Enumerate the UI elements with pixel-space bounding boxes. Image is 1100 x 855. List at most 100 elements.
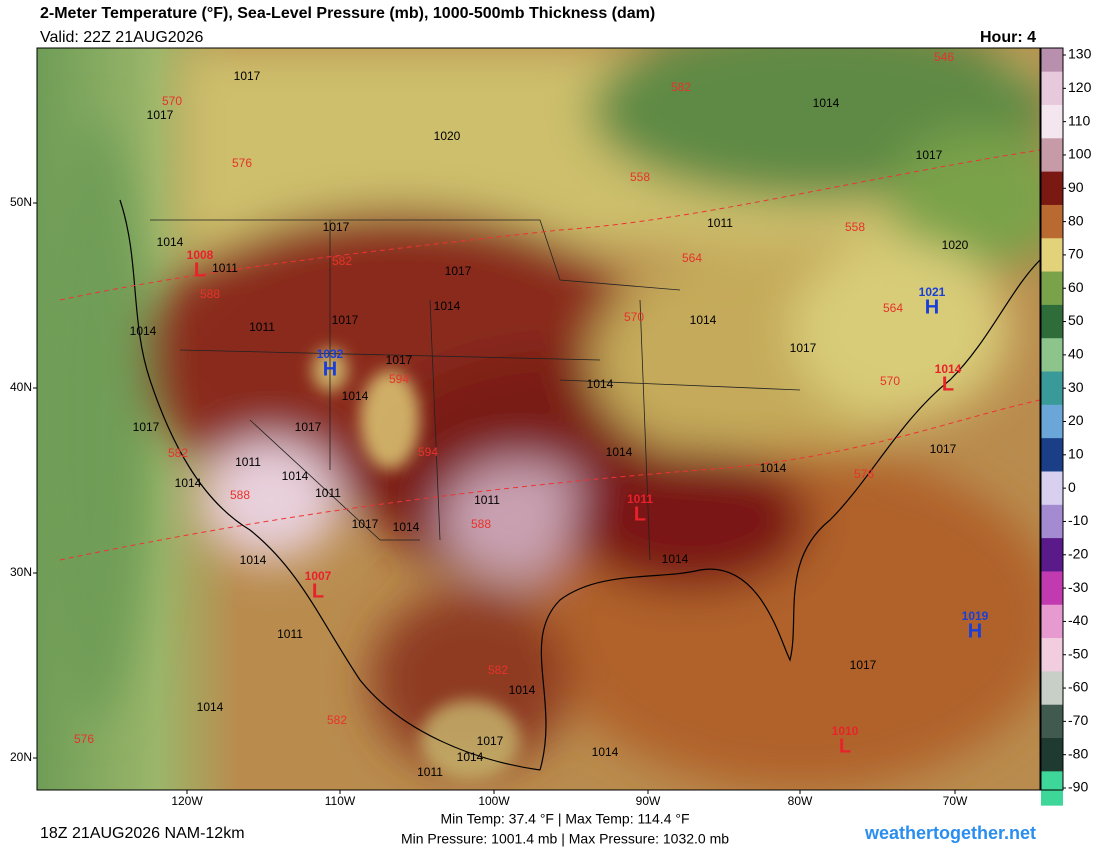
colorbar-label: 80 [1068,212,1084,228]
lat-label: 20N [10,750,32,764]
pressure-center-value: 1008 [187,248,214,262]
isobar-label: 1014 [434,299,461,313]
colorbar-label: 110 [1068,112,1091,128]
isobar-label: 1017 [295,420,322,434]
colorbar-swatch [1041,204,1063,240]
thickness-label: 582 [332,254,352,268]
colorbar-swatch [1041,338,1063,373]
colorbar-swatch [1041,538,1063,573]
colorbar-swatch [1041,571,1063,606]
colorbar-frame [1040,47,1064,791]
isobar-label: 1011 [277,627,303,641]
thickness-label: 582 [168,446,188,460]
colorbar-swatch [1041,271,1063,306]
lon-label: 70W [943,794,968,808]
lat-label: 50N [10,195,32,209]
colorbar-swatch [1041,171,1063,206]
pressure-center-value: 1032 [317,347,344,361]
lat-label: 40N [10,380,32,394]
isobar-label: 1011 [212,261,238,275]
lon-label: 80W [788,794,813,808]
isobar-label: 1014 [592,745,619,759]
thickness-label: 594 [418,445,438,459]
isobar-label: 1017 [332,313,359,327]
thickness-contour [59,149,1040,561]
pressure-center-symbol: L [942,373,954,395]
thickness-label: 576 [74,732,94,746]
colorbar-label: 30 [1068,379,1084,395]
colorbar-swatch [1041,404,1063,440]
forecast-hour: Hour: 4 [980,29,1036,46]
site-link[interactable]: weathertogether.net [864,823,1036,843]
colorbar-swatch [1041,71,1063,106]
colorbar-label: 60 [1068,279,1084,295]
thickness-label: 576 [232,156,252,170]
isobar-label: 1017 [386,353,413,367]
thickness-label: 558 [630,170,650,184]
thickness-label: 588 [200,287,220,301]
borders [150,219,801,561]
isobar-label: 1011 [235,455,261,469]
colorbar-label: -50 [1068,645,1088,661]
colorbar-label: 0 [1068,479,1076,495]
colorbar-label: -60 [1068,679,1088,695]
colorbar-swatch [1041,371,1063,406]
isobar-label: 1020 [942,238,969,252]
pressure-center-value: 1010 [832,724,859,738]
colorbar-label: 20 [1068,412,1084,428]
isobar-label: 1014 [130,324,157,338]
isobar-label: 1014 [240,553,267,567]
isobar-label: 1017 [352,517,379,531]
isobar-label: 1014 [662,552,689,566]
lon-label: 100W [478,794,510,808]
pressure-center-symbol: L [634,503,646,525]
thickness-label: 588 [230,488,250,502]
colorbar-label: -70 [1068,712,1088,728]
thickness-label: 558 [845,220,865,234]
pressure-center-value: 1011 [627,492,653,506]
temp-range: Min Temp: 37.4 °F | Max Temp: 114.4 °F [440,811,689,827]
map-frame [36,47,1041,791]
pressure-range: Min Pressure: 1001.4 mb | Max Pressure: … [401,831,729,847]
thickness-label: 570 [162,94,182,108]
isobar-label: 1014 [606,445,633,459]
thickness-label: 576 [854,467,874,481]
lon-label: 110W [325,794,356,808]
isobar-label: 1011 [249,320,275,334]
pressure-center-value: 1019 [962,609,989,623]
colorbar-label: 50 [1068,312,1084,328]
pressure-center-value: 1014 [935,362,962,376]
isobar-label: 1014 [587,377,614,391]
colorbar-swatch [1041,438,1063,473]
isobar-label: 1014 [342,389,369,403]
thickness-label: 564 [682,251,702,265]
pressure-center-symbol: L [194,259,206,281]
pressure-center-symbol: H [968,620,982,642]
colorbar-swatch [1041,104,1063,140]
colorbar-swatch [1041,738,1063,773]
thickness-label: 570 [880,374,900,388]
isobar-label: 1017 [234,69,261,83]
colorbar-label: -80 [1068,745,1088,761]
isobar-label: 1014 [760,461,787,475]
colorbar-label: 70 [1068,246,1084,262]
colorbar-swatch [1041,238,1063,273]
colorbar-swatch [1041,771,1063,806]
isobar-label: 1017 [930,442,957,456]
colorbar-label: 40 [1068,346,1084,362]
colorbar-label: -90 [1068,779,1088,795]
isobar-label: 1014 [393,520,420,534]
lon-label: 120W [171,794,203,808]
pressure-center-symbol: H [925,296,939,318]
pressure-center-symbol: L [312,580,324,602]
colorbar-swatch [1041,638,1063,673]
pressure-center-value: 1021 [919,285,946,299]
model-run: 18Z 21AUG2026 NAM-12km [40,825,245,842]
thickness-label: 582 [488,663,508,677]
colorbar-swatch [1041,304,1063,340]
isobar-label: 1020 [434,129,461,143]
isobar-label: 1017 [147,108,174,122]
colorbar-label: 10 [1068,446,1084,462]
isobar-label: 1014 [690,313,717,327]
